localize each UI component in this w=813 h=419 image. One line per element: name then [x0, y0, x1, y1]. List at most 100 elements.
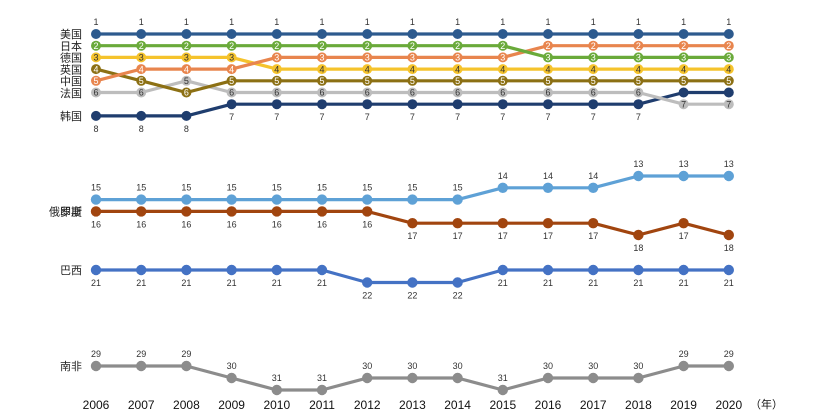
data-point [407, 87, 418, 98]
data-label: 2 [591, 41, 596, 51]
data-point [678, 64, 689, 75]
data-point [316, 264, 328, 276]
data-label: 2 [500, 41, 505, 51]
data-label: 14 [543, 171, 553, 181]
data-label: 15 [317, 183, 327, 193]
data-point [271, 384, 282, 396]
data-point [452, 194, 463, 205]
data-label: 3 [274, 53, 279, 63]
data-label: 21 [543, 278, 553, 288]
data-label: 15 [181, 183, 191, 193]
data-label: 4 [636, 64, 641, 74]
data-point [497, 264, 508, 276]
data-label: 7 [636, 112, 641, 122]
data-point [90, 360, 102, 372]
data-label: 18 [724, 243, 734, 253]
x-tick-label: 2007 [128, 398, 155, 412]
country-name: 英国 [60, 62, 82, 76]
series-6: 8 8 8 7 7 7 7 7 7 7 7 7 7 6 6 [91, 87, 734, 134]
data-label: 21 [724, 278, 734, 288]
data-label: 13 [679, 159, 689, 169]
data-label: 1 [545, 17, 550, 27]
series-5: 6 6 5 6 6 6 6 6 6 6 6 6 6 7 7 [91, 75, 734, 109]
data-label: 4 [726, 64, 731, 74]
data-point [316, 384, 328, 396]
data-label: 21 [91, 278, 101, 288]
data-point [136, 52, 147, 63]
data-point [407, 75, 418, 86]
country-name: 法国 [60, 86, 82, 100]
data-label: 30 [543, 361, 553, 371]
x-tick-label: 2017 [580, 398, 607, 412]
data-point [90, 194, 102, 205]
data-label: 4 [365, 64, 370, 74]
data-point [588, 75, 599, 86]
data-label: 8 [93, 124, 98, 134]
data-label: 29 [724, 349, 734, 359]
data-label: 4 [184, 64, 189, 74]
data-point [678, 360, 689, 372]
data-label: 17 [588, 231, 598, 241]
data-point [588, 182, 599, 193]
data-label: 30 [227, 361, 237, 371]
data-label: 5 [591, 76, 596, 86]
data-label: 7 [455, 112, 460, 122]
data-point [452, 64, 463, 75]
data-point [633, 170, 644, 182]
data-label: 15 [272, 183, 282, 193]
data-label: 17 [407, 231, 417, 241]
data-label: 4 [591, 64, 596, 74]
data-label: 17 [498, 231, 508, 241]
series-0: 1 1 1 1 1 1 1 1 1 1 1 1 1 1 1 [91, 17, 734, 39]
data-point [497, 87, 508, 98]
data-label: 15 [227, 183, 237, 193]
data-label: 5 [93, 76, 98, 86]
data-point [723, 264, 734, 276]
data-point [226, 87, 237, 98]
data-point [362, 64, 373, 75]
data-label: 4 [93, 64, 98, 74]
country-name: 韩国 [60, 109, 82, 123]
data-label: 3 [319, 53, 324, 63]
data-point [91, 75, 101, 86]
data-point [633, 29, 644, 39]
data-point [226, 264, 237, 276]
data-label: 7 [591, 112, 596, 122]
data-label: 5 [229, 76, 234, 86]
data-point [723, 75, 734, 86]
x-tick-label: 2015 [489, 398, 516, 412]
data-point [633, 99, 644, 110]
data-point [543, 64, 553, 75]
data-point [181, 52, 192, 63]
data-point [543, 29, 553, 39]
data-label: 17 [543, 231, 553, 241]
data-point [91, 40, 101, 51]
data-point [271, 75, 282, 86]
data-label: 2 [365, 41, 370, 51]
data-point [317, 64, 327, 75]
series-3: 3 3 3 34 4 4 4 4 4 4 4 4 4 4 [91, 52, 734, 74]
data-point [588, 372, 599, 384]
data-point [317, 99, 327, 110]
data-label: 2 [139, 41, 144, 51]
data-point [452, 75, 463, 86]
data-point [588, 52, 599, 63]
country-name: 巴西 [60, 264, 82, 277]
data-label: 2 [229, 41, 234, 51]
data-point [316, 194, 328, 205]
data-label: 14 [588, 171, 598, 181]
data-label: 6 [636, 88, 641, 98]
data-label: 5 [500, 76, 505, 86]
data-label: 29 [136, 349, 146, 359]
data-point [136, 264, 147, 276]
data-point [91, 52, 101, 63]
data-point [633, 40, 644, 51]
data-label: 7 [500, 112, 505, 122]
x-tick-label: 2012 [354, 398, 381, 412]
data-label: 6 [229, 88, 234, 98]
data-point [588, 87, 599, 98]
data-point [542, 218, 554, 229]
data-point [181, 40, 192, 51]
data-point [452, 40, 463, 51]
